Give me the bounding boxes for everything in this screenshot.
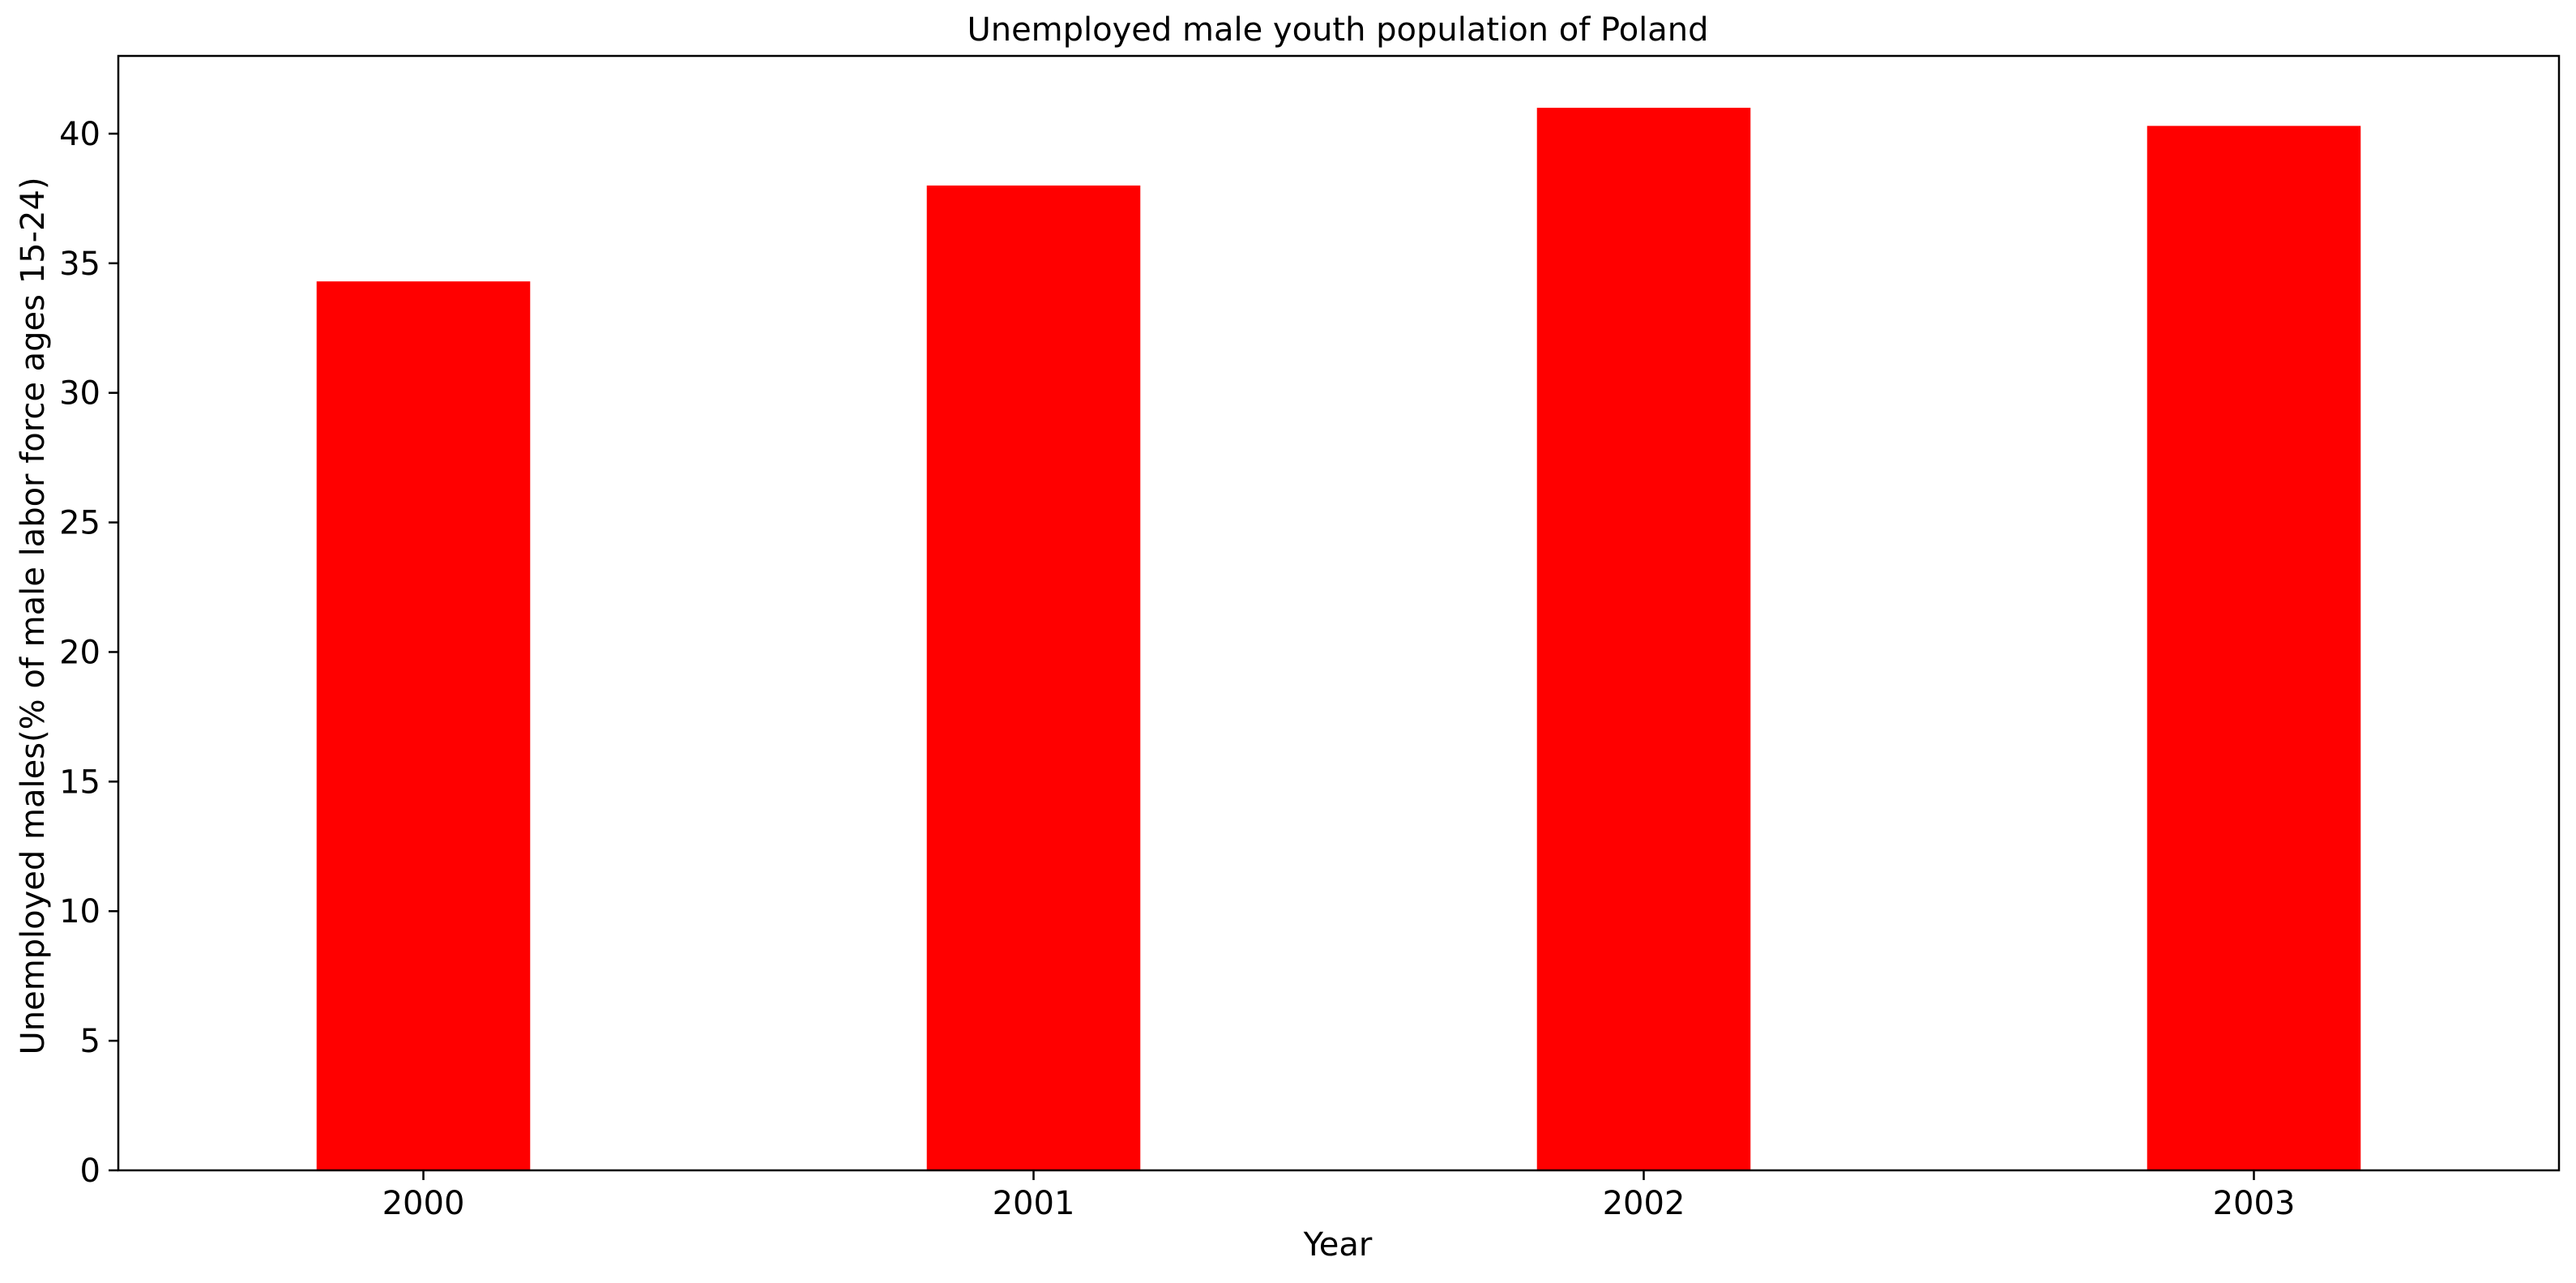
- y-axis-label: Unemployed males(% of male labor force a…: [15, 177, 52, 1054]
- bar-2002: [1536, 107, 1751, 1170]
- bars-layer: [316, 107, 2361, 1171]
- bar-2001: [926, 185, 1141, 1170]
- x-tick-label: 2003: [2213, 1185, 2296, 1222]
- y-tick-label: 15: [59, 763, 100, 801]
- plot-frame: [117, 54, 2561, 1172]
- y-tick-label: 30: [59, 375, 100, 413]
- y-tick-label: 35: [59, 246, 100, 283]
- y-tick-label: 40: [59, 116, 100, 153]
- y-tick-label: 0: [80, 1153, 100, 1190]
- y-tick-label: 10: [59, 893, 100, 930]
- chart-title: Unemployed male youth population of Pola…: [967, 11, 1708, 49]
- axes-layer: 0 5 10 15 20 25 30 35 40 2000 2001 2002 2003: [59, 54, 2561, 1222]
- x-tick-label: 2001: [993, 1185, 1075, 1222]
- y-tick-label: 20: [59, 634, 100, 671]
- x-axis-label: Year: [1303, 1226, 1373, 1264]
- y-tick-label: 25: [59, 505, 100, 542]
- bar-2003: [2147, 126, 2361, 1171]
- bar-2000: [316, 281, 531, 1171]
- x-tick-label: 2002: [1603, 1185, 1685, 1222]
- y-tick-label: 5: [80, 1023, 100, 1060]
- x-tick-label: 2000: [382, 1185, 465, 1222]
